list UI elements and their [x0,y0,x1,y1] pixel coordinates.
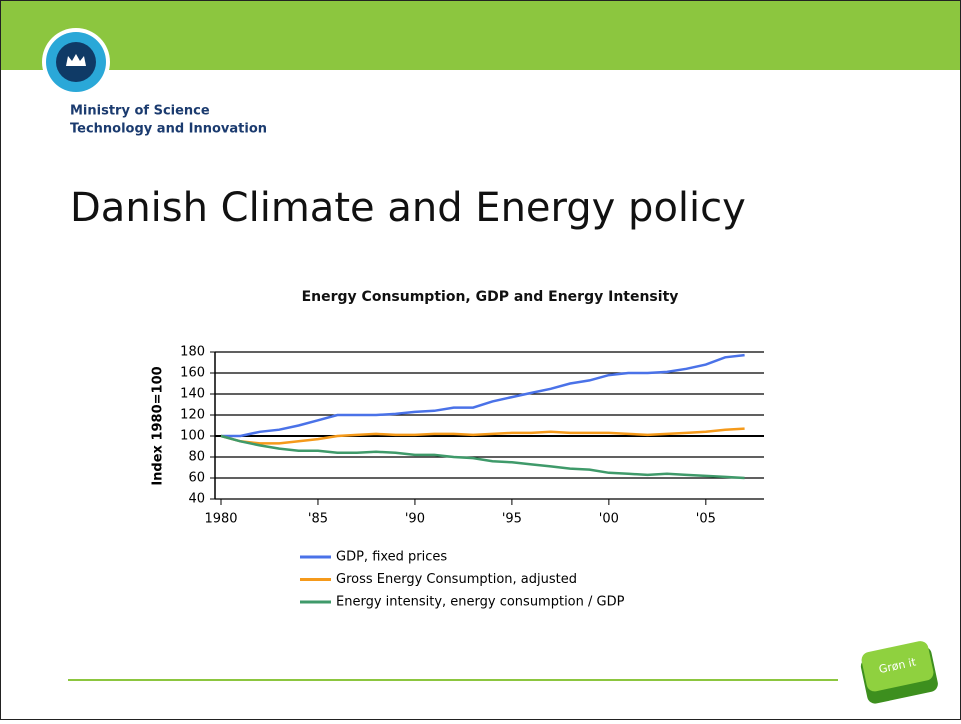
x-tick-label: '05 [696,512,716,527]
legend-label: GDP, fixed prices [336,550,447,565]
y-tick-label: 60 [188,471,205,486]
y-tick-label: 40 [188,492,205,507]
y-axis-label: Index 1980=100 [151,366,166,485]
legend-label: Energy intensity, energy consumption / G… [336,595,625,610]
x-tick-label: 1980 [204,512,237,527]
org-line: Ministry of Science [70,104,210,119]
y-tick-label: 100 [180,429,205,444]
y-tick-label: 180 [180,345,205,360]
slide: Ministry of Science Technology and Innov… [0,0,961,720]
chart-title: Energy Consumption, GDP and Energy Inten… [302,289,679,305]
x-tick-label: '85 [308,512,328,527]
page: {"header": {"org_line1": "Ministry of Sc… [0,0,961,720]
legend-label: Gross Energy Consumption, adjusted [336,572,577,587]
y-tick-label: 140 [180,387,205,402]
header-band [1,1,960,70]
slide-title: Danish Climate and Energy policy [70,185,746,231]
y-tick-label: 120 [180,408,205,423]
org-line: Technology and Innovation [70,122,267,137]
x-tick-label: '00 [599,512,619,527]
x-tick-label: '90 [405,512,425,527]
y-tick-label: 160 [180,366,205,381]
y-tick-label: 80 [188,450,205,465]
x-tick-label: '95 [502,512,522,527]
